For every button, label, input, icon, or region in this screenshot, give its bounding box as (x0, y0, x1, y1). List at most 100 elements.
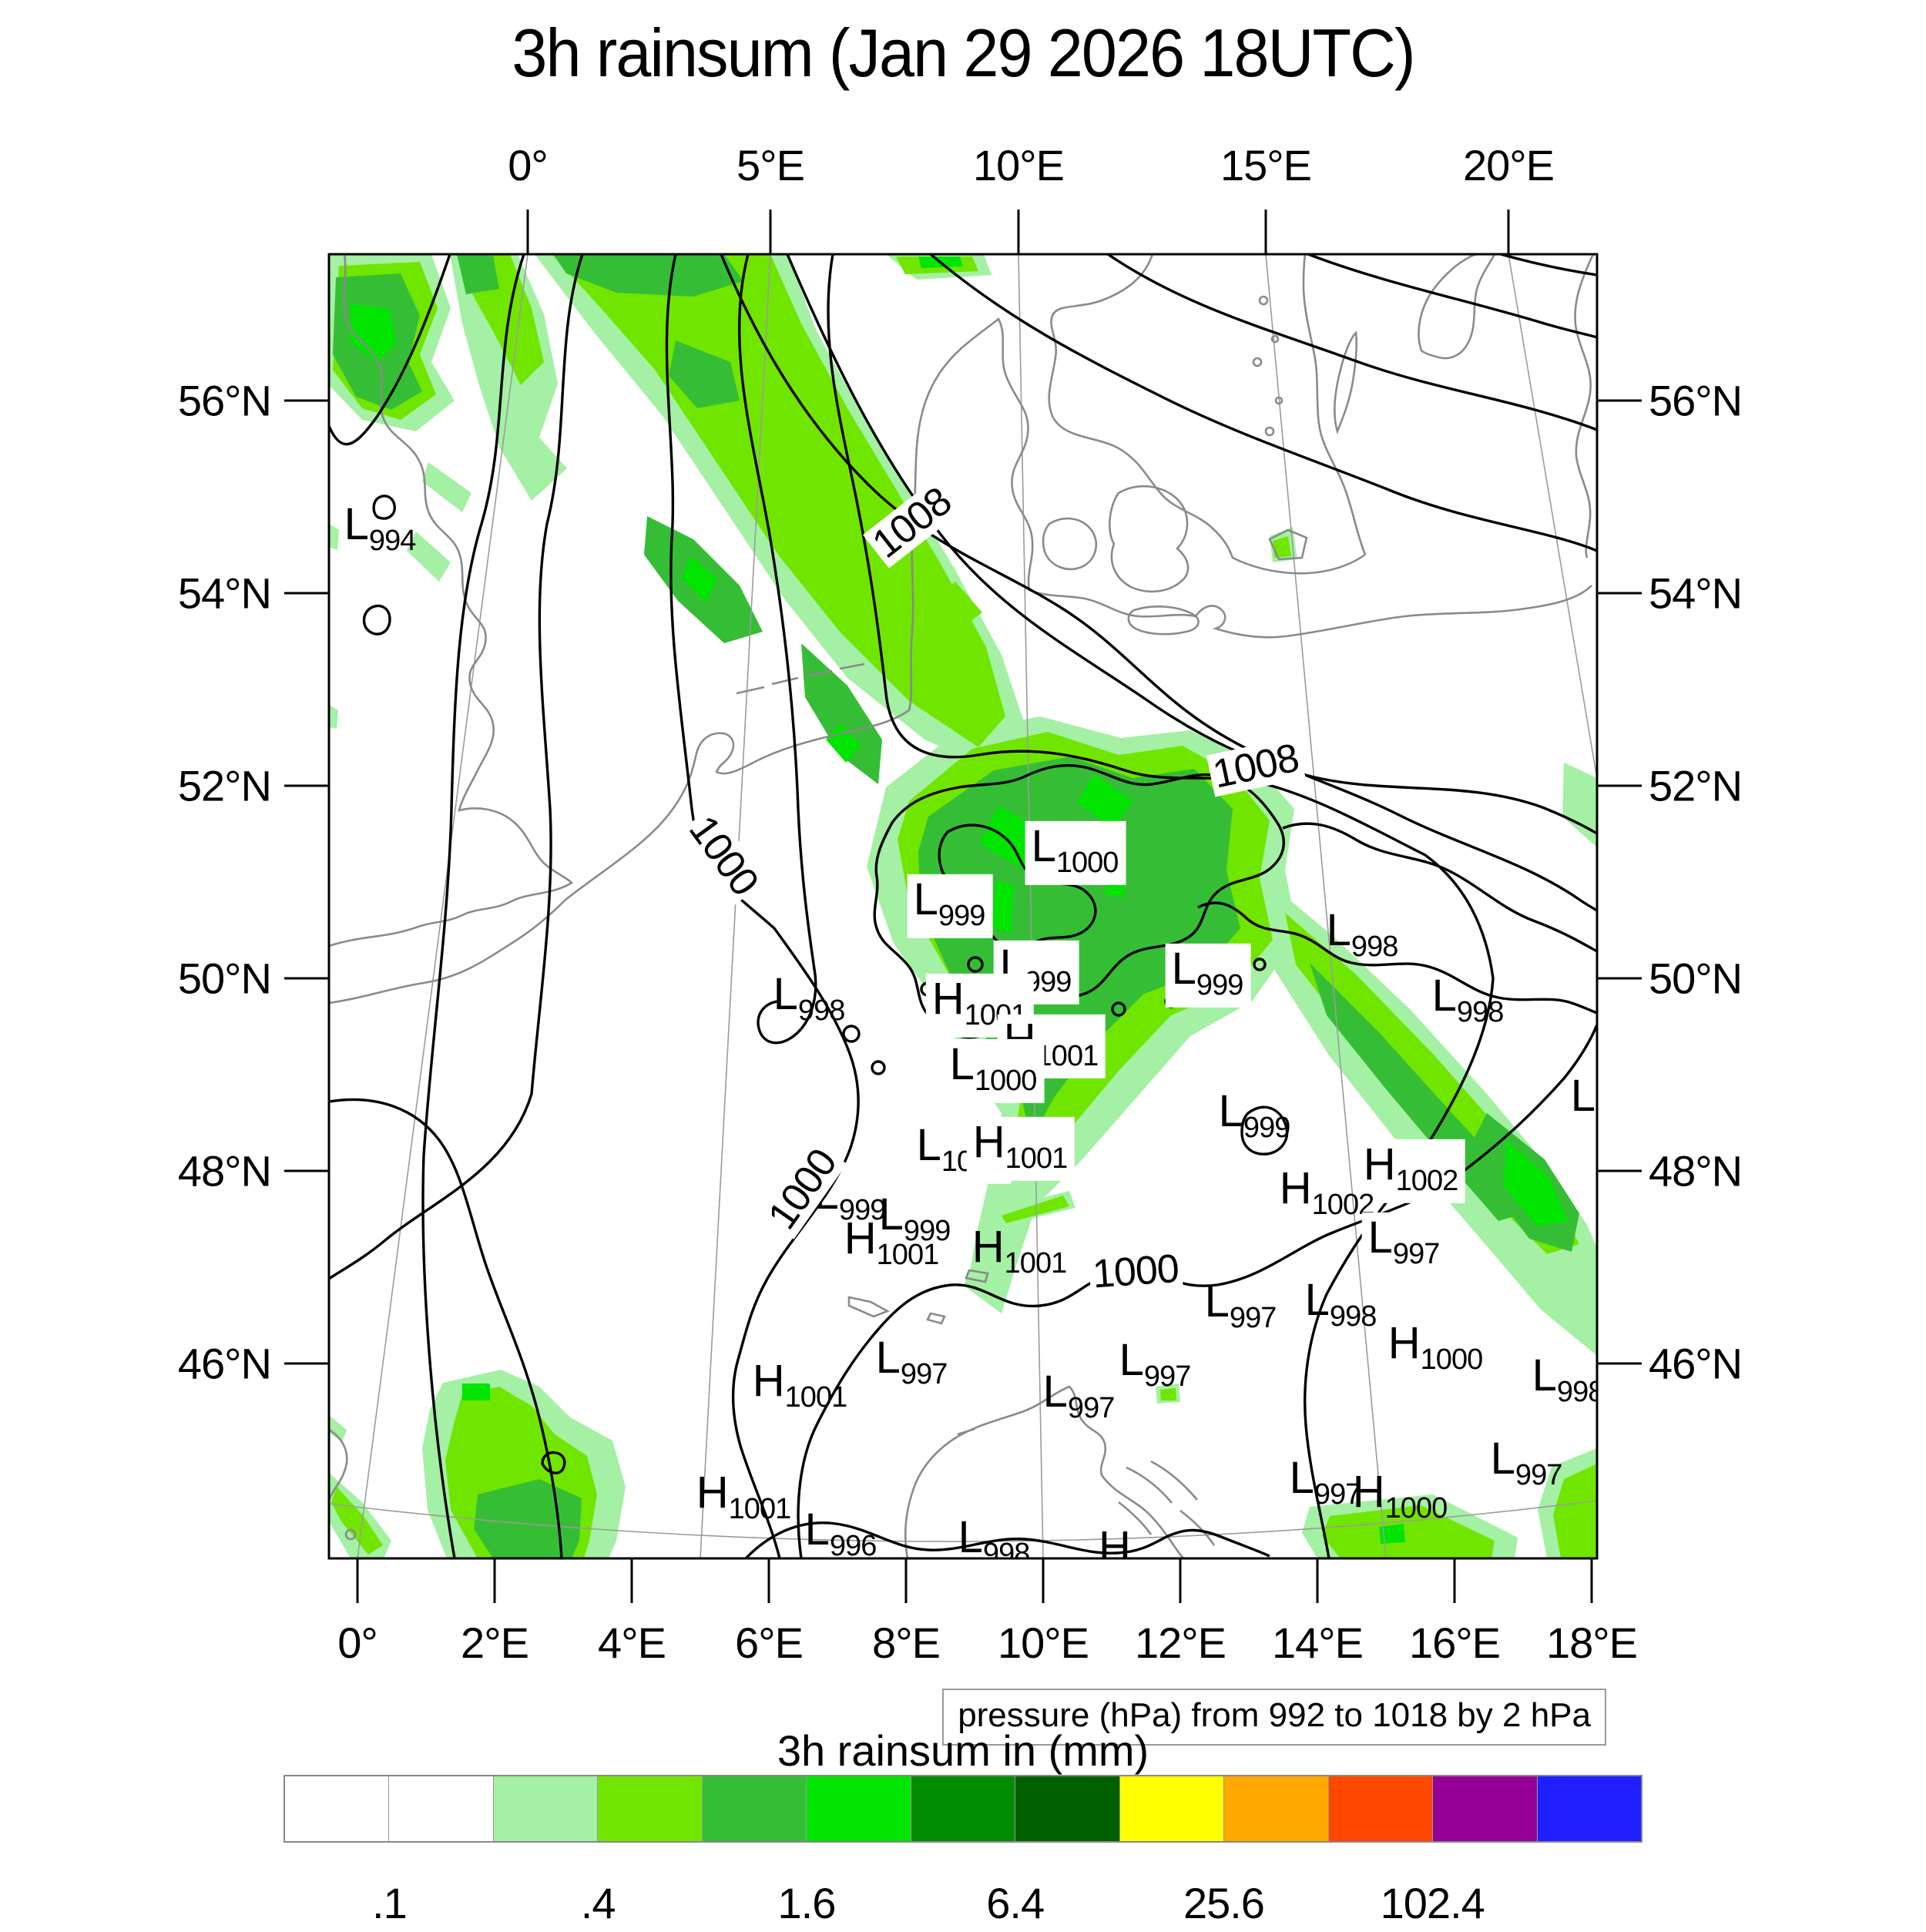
colorbar-title: 3h rainsum in (mm) (777, 1726, 1149, 1775)
bottom-axis-label: 6°E (735, 1618, 804, 1667)
colorbar-segment-12 (1432, 1776, 1537, 1841)
coast-sweden-west (1048, 254, 1366, 575)
colorbar-segment-2 (388, 1776, 493, 1841)
map-frame (327, 253, 1599, 1560)
pressure-center-l-1000: L1000 (943, 1038, 1045, 1103)
pressure-center-l-998: L998 (1532, 1350, 1597, 1409)
right-axis-label: 56°N (1649, 376, 1743, 425)
pressure-note-box: pressure (hPa) from 992 to 1018 by 2 hPa (942, 1689, 1606, 1746)
bottom-axis-label: 16°E (1408, 1618, 1501, 1667)
isobar-central-loop (873, 763, 1285, 1039)
coast-gotland (1418, 254, 1496, 360)
coast-channel-nl-jutland (329, 317, 1592, 1005)
bottom-axis-label: 10°E (997, 1618, 1089, 1667)
contour-label-1008: 1008 (863, 478, 961, 569)
map-label-layer: L994L1000L999L998L999L999L998L998H1001H1… (329, 254, 1597, 1558)
colorbar-segment-1 (285, 1776, 389, 1841)
bottom-axis-label: 4°E (598, 1618, 666, 1667)
bottom-axis-label: 12°E (1134, 1618, 1226, 1667)
colorbar-segment-3 (492, 1776, 598, 1841)
bottom-axis-label: 0° (337, 1618, 378, 1667)
contour-label-1000: 1000 (1088, 1246, 1183, 1297)
colorbar-segment-6 (806, 1776, 911, 1841)
bottom-axis-label: 8°E (872, 1618, 941, 1667)
axis-ticks (284, 210, 1642, 1603)
bottom-axis-label: 2°E (461, 1618, 529, 1667)
pressure-center-l-994: L994 (344, 499, 417, 558)
colorbar-label-.4: .4 (580, 1879, 616, 1927)
colorbar-segment-7 (910, 1776, 1015, 1841)
colorbar-segment-10 (1223, 1776, 1328, 1841)
pressure-center-l-999: L999 (1165, 943, 1251, 1008)
coast-zealand (1109, 485, 1189, 593)
pressure-center-h-1000: H1000 (1352, 1467, 1448, 1525)
page-title: 3h rainsum (Jan 29 2026 18UTC) (512, 15, 1415, 91)
pressure-center-h-1002: H1002 (1279, 1163, 1374, 1222)
pressure-center-l-997: L997 (1361, 1212, 1448, 1276)
left-axis-label: 48°N (177, 1146, 272, 1196)
right-axis-label: 54°N (1649, 569, 1743, 618)
pressure-center-h-1001: H1001 (971, 1222, 1067, 1280)
colorbar-label-25.6: 25.6 (1183, 1879, 1265, 1927)
pressure-center-l-998: L998 (773, 969, 846, 1028)
pressure-center-h: H (1099, 1522, 1131, 1558)
right-axis-label: 52°N (1649, 761, 1743, 810)
colorbar-tick-labels: .1 .4 1.6 6.4 25.6 102.4 (285, 1878, 1641, 1932)
pressure-center-l-998: L998 (1304, 1275, 1377, 1333)
rain-shading-layer (329, 254, 1597, 1558)
alpine-lakes (847, 1269, 989, 1325)
top-axis-label: 20°E (1462, 141, 1555, 190)
pressure-center-l-998: L998 (1431, 971, 1505, 1029)
pressure-center-h-1001: H1001 (844, 1213, 939, 1272)
colorbar-label-102.4: 102.4 (1380, 1879, 1485, 1927)
pressure-center-l-997: L997 (1119, 1335, 1192, 1394)
coast-baltic-east (1574, 254, 1595, 558)
pressure-center-l-997: L997 (875, 1333, 948, 1391)
bottom-axis-label: 18°E (1545, 1618, 1638, 1667)
coast-oland (1334, 330, 1358, 434)
isobar-1008 (786, 254, 1597, 835)
colorbar (284, 1775, 1642, 1843)
right-axis-label: 46°N (1649, 1339, 1743, 1388)
pressure-center-l-997: L997 (1204, 1276, 1277, 1335)
isobar-1000-west (665, 254, 860, 1558)
isobar-1000-south (797, 1024, 1597, 1558)
pressure-center-l-999: L999 (878, 1189, 951, 1248)
pressure-center-h-1002: H1002 (1357, 1139, 1466, 1203)
contour-label-1008: 1008 (1206, 736, 1306, 797)
top-axis-label: 5°E (737, 141, 805, 190)
coast-lolland (1127, 605, 1200, 636)
coast-biscay (329, 1428, 348, 1501)
pressure-center-l-999: L999 (1218, 1086, 1291, 1145)
pressure-center-l-997: L997 (1289, 1453, 1362, 1511)
left-axis-label: 52°N (177, 761, 272, 810)
coast-bornholm (1268, 528, 1308, 561)
left-axis-label: 46°N (177, 1339, 272, 1388)
pressure-center-h-1001: H1001 (696, 1467, 791, 1526)
right-axis-label: 48°N (1649, 1146, 1743, 1196)
pressure-center-l-997: L997 (1042, 1367, 1116, 1425)
pressure-center-l-999: L999 (907, 874, 993, 938)
contour-label-1000: 1000 (679, 806, 768, 906)
pressure-center-l-997: L997 (1490, 1434, 1563, 1492)
pressure-center-l-1000: L1000 (1025, 820, 1126, 885)
top-axis-label: 10°E (972, 141, 1065, 190)
coast-fyn (1042, 517, 1098, 571)
pressure-center-l-998: L998 (1326, 905, 1399, 964)
colorbar-label-6.4: 6.4 (986, 1879, 1045, 1927)
top-axis-label: 15°E (1220, 141, 1312, 190)
coast-adriatic (904, 1385, 1185, 1558)
colorbar-segment-4 (597, 1776, 702, 1841)
colorbar-segment-13 (1536, 1776, 1642, 1841)
colorbar-label-1.6: 1.6 (777, 1879, 836, 1927)
coastline-layer (329, 254, 1595, 1558)
colorbar-segment-11 (1327, 1776, 1433, 1841)
colorbar-segment-8 (1015, 1776, 1119, 1841)
left-axis-label: 54°N (177, 569, 272, 618)
colorbar-label-.1: .1 (372, 1879, 408, 1927)
isobar-layer (329, 254, 1597, 1558)
top-axis-label: 0° (508, 141, 549, 190)
pressure-center-l-99: L99 (1570, 1071, 1597, 1128)
pressure-center-h-1001: H1001 (966, 1116, 1075, 1181)
